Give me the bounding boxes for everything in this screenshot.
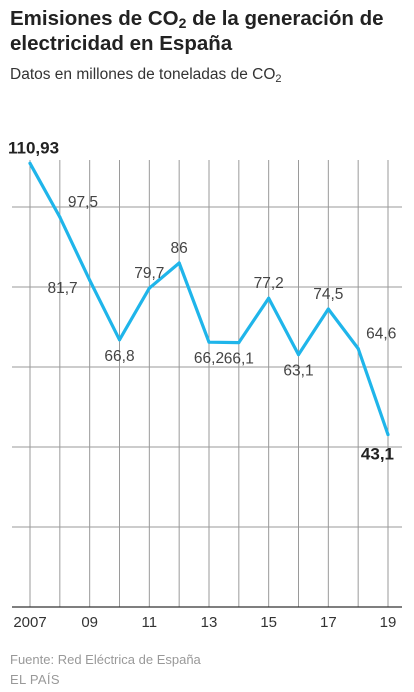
- data-point: [297, 353, 300, 357]
- data-point: [386, 433, 390, 437]
- data-label: 66,2: [194, 350, 224, 367]
- data-point: [177, 261, 181, 265]
- data-label: 97,5: [68, 194, 98, 211]
- data-label: 66,1: [224, 351, 254, 368]
- data-label: 81,7: [47, 280, 77, 297]
- data-label: 110,93: [8, 138, 59, 157]
- data-point: [237, 341, 241, 345]
- x-tick-label: 19: [380, 614, 397, 631]
- data-point: [356, 347, 360, 351]
- data-point: [58, 215, 62, 219]
- data-label: 66,8: [104, 348, 134, 365]
- data-point: [118, 338, 121, 342]
- x-tick-label: 13: [201, 614, 218, 631]
- data-point: [88, 278, 92, 282]
- x-tick-label: 17: [320, 614, 337, 631]
- x-tick-label: 09: [81, 614, 98, 631]
- data-label: 77,2: [254, 275, 284, 292]
- data-point: [147, 286, 151, 290]
- x-tick-label: 11: [142, 614, 158, 631]
- x-tick-label: 2007: [13, 614, 46, 631]
- x-tick-label: 15: [260, 614, 277, 631]
- data-label: 64,6: [366, 326, 396, 343]
- data-point: [28, 161, 32, 165]
- data-label: 86: [171, 240, 188, 257]
- chart-title: Emisiones de CO2 de la generación de ele…: [10, 7, 384, 55]
- source-note: Fuente: Red Eléctrica de España: [10, 652, 201, 667]
- data-label: 79,7: [134, 265, 164, 282]
- data-label: 43,1: [361, 445, 394, 464]
- data-label: 74,5: [313, 286, 343, 303]
- data-point: [207, 340, 211, 344]
- line-chart: 110,93 97,5 81,7 66,8 79,7 86 66,2 66,1 77,2 63,1…: [8, 138, 402, 631]
- data-point: [267, 296, 271, 300]
- data-point: [326, 307, 330, 311]
- chart-subtitle: Datos en millones de toneladas de CO2: [10, 66, 282, 85]
- data-label: 63,1: [283, 363, 313, 380]
- brand-label: EL PAÍS: [10, 672, 60, 687]
